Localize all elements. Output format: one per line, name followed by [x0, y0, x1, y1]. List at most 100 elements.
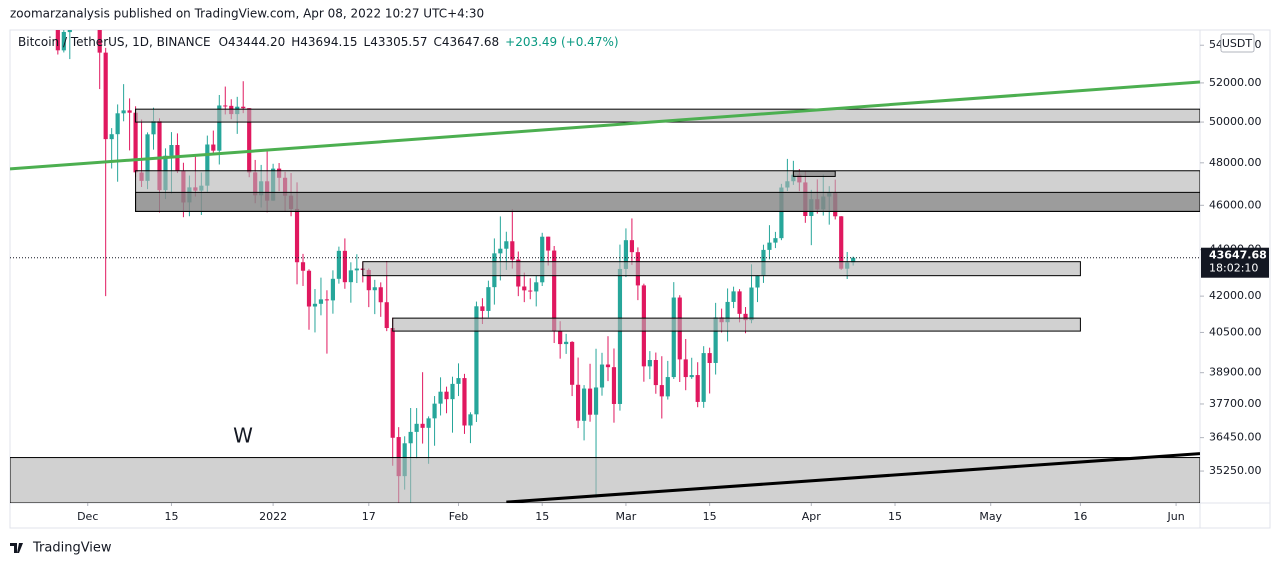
candle-body [151, 121, 155, 134]
candle-body [630, 240, 634, 252]
price-zone [363, 262, 1081, 276]
candle-body [116, 113, 120, 134]
candle-body [666, 377, 670, 396]
candle-body [391, 328, 395, 438]
legend-low: L43305.57 [364, 35, 428, 49]
candle-body [582, 389, 586, 421]
y-tick-label: 52000.00 [1209, 76, 1262, 89]
x-tick-label: Apr [802, 510, 822, 523]
y-tick-label: 42000.00 [1209, 289, 1262, 302]
candle-body [319, 299, 323, 303]
x-tick-label: Dec [77, 510, 98, 523]
candle-body [355, 269, 359, 271]
candle-body [337, 251, 341, 279]
candle-body [421, 424, 425, 428]
candle-body [211, 145, 215, 151]
candle-body [480, 306, 484, 311]
x-tick-label: 15 [535, 510, 549, 523]
candle-body [612, 367, 616, 404]
candle-body [767, 243, 771, 250]
candle-body [122, 110, 126, 113]
candle-body [313, 304, 317, 307]
candle-body [349, 270, 353, 282]
candle-body [773, 238, 777, 242]
y-tick-label: 50000.00 [1209, 115, 1262, 128]
brand-logo [10, 543, 23, 553]
y-tick-label: 40500.00 [1209, 325, 1262, 338]
candle-body [504, 241, 508, 248]
candle-body [684, 359, 688, 377]
candle-body [600, 365, 604, 388]
publisher-note: zoomarzanalysis published on TradingView… [10, 7, 484, 21]
x-tick-label: 2022 [259, 510, 287, 523]
candle-body [576, 385, 580, 421]
candle-body [325, 299, 329, 300]
candle-body [755, 275, 759, 287]
candle-body [546, 237, 550, 251]
legend-close: C43647.68 [434, 35, 500, 49]
candle-body [498, 249, 502, 254]
candle-body [104, 53, 108, 140]
legend-change: +203.49 (+0.47%) [505, 35, 618, 49]
x-tick-label: 15 [888, 510, 902, 523]
candle-body [702, 353, 706, 402]
candle-body [415, 424, 419, 432]
candle-body [570, 342, 574, 385]
bar-countdown: 18:02:10 [1209, 262, 1258, 275]
candle-body [648, 360, 652, 366]
y-tick-label: 36450.00 [1209, 431, 1262, 444]
candle-body [331, 279, 335, 301]
candle-body [486, 287, 490, 311]
candle-body [594, 387, 598, 414]
price-zone [136, 192, 1200, 211]
candle-body [696, 375, 700, 402]
y-tick-label: 37700.00 [1209, 397, 1262, 410]
candle-body [438, 392, 442, 404]
trend-line [10, 82, 1200, 169]
candle-body [660, 385, 664, 396]
x-tick-label: 17 [362, 510, 376, 523]
currency: USDT [1222, 37, 1253, 50]
candle-body [606, 365, 610, 368]
candle-body [373, 287, 377, 290]
x-tick-label: Jun [1166, 510, 1184, 523]
legend-high: H43694.15 [291, 35, 357, 49]
plot-area [10, 0, 1200, 539]
candle-body [241, 107, 245, 108]
candle-body [839, 216, 843, 268]
candle-body [427, 418, 431, 427]
candle-body [510, 241, 514, 259]
symbol: Bitcoin / TetherUS, 1D, BINANCE [18, 35, 211, 49]
candle-body [564, 342, 568, 344]
x-tick-label: Feb [449, 510, 468, 523]
candle-body [534, 282, 538, 291]
candle-body [301, 262, 305, 271]
y-tick-label: 48000.00 [1209, 156, 1262, 169]
y-tick-label: 35250.00 [1209, 464, 1262, 477]
price-zone [393, 318, 1081, 331]
candle-body [618, 269, 622, 404]
candle-body [450, 384, 454, 399]
candle-body [128, 110, 132, 112]
candle-body [588, 389, 592, 415]
candle-body [522, 286, 526, 290]
price-zone [793, 171, 835, 176]
candle-body [731, 291, 735, 302]
candle-body [528, 291, 532, 292]
brand: TradingView [10, 541, 112, 556]
candle-body [379, 287, 383, 302]
candle-body [672, 298, 676, 378]
candle-body [110, 134, 114, 139]
candle-body [444, 392, 448, 400]
candle-body [456, 378, 460, 384]
candle-body [409, 432, 413, 443]
x-tick-label: 15 [703, 510, 717, 523]
candle-body [223, 105, 227, 106]
x-tick-label: Mar [616, 510, 637, 523]
candle-body [654, 360, 658, 385]
candle-body [690, 375, 694, 377]
y-tick-label: 38900.00 [1209, 366, 1262, 379]
x-tick-label: May [979, 510, 1002, 523]
